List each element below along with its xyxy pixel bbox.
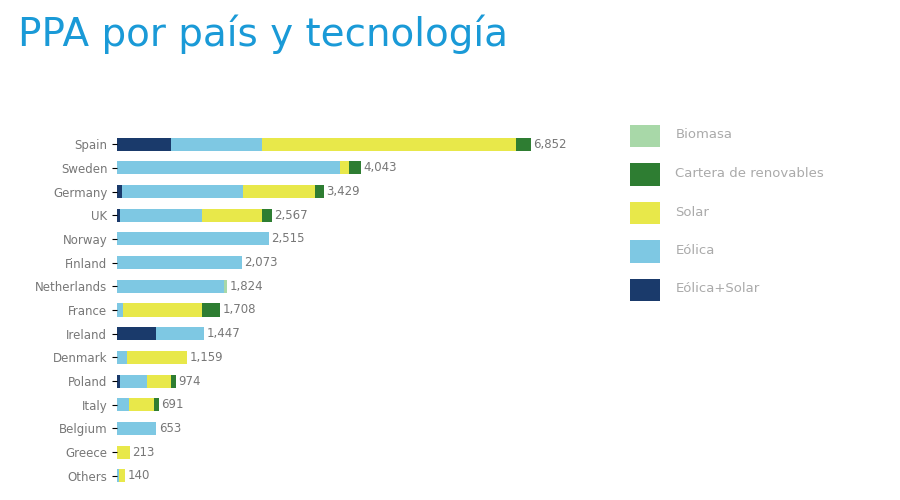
Bar xyxy=(117,232,269,245)
Bar xyxy=(202,209,262,222)
Bar xyxy=(117,209,120,222)
Bar xyxy=(148,374,171,388)
Bar xyxy=(315,185,324,198)
Bar xyxy=(127,351,187,364)
Text: 1,159: 1,159 xyxy=(189,351,223,364)
Bar xyxy=(120,374,148,388)
Bar xyxy=(516,138,531,150)
FancyBboxPatch shape xyxy=(630,163,661,186)
Bar xyxy=(171,374,176,388)
Bar xyxy=(117,374,120,388)
Bar xyxy=(120,470,125,482)
Bar xyxy=(117,351,127,364)
Text: 2,515: 2,515 xyxy=(271,232,305,245)
Bar xyxy=(262,138,516,150)
Text: 2,567: 2,567 xyxy=(274,209,308,222)
Bar xyxy=(117,185,122,198)
Text: 691: 691 xyxy=(161,398,184,411)
Text: Eólica+Solar: Eólica+Solar xyxy=(675,282,760,296)
Text: PPA por país y tecnología: PPA por país y tecnología xyxy=(18,15,508,54)
Bar xyxy=(117,256,242,269)
Bar xyxy=(340,162,349,174)
Bar xyxy=(117,280,224,293)
FancyBboxPatch shape xyxy=(630,124,661,147)
Text: 974: 974 xyxy=(178,374,201,388)
Bar xyxy=(262,209,272,222)
Bar xyxy=(243,185,315,198)
Bar xyxy=(117,162,340,174)
Bar xyxy=(123,304,202,316)
Bar xyxy=(120,209,202,222)
Bar xyxy=(157,327,204,340)
FancyBboxPatch shape xyxy=(630,202,661,224)
Text: 653: 653 xyxy=(158,422,181,435)
Text: 1,447: 1,447 xyxy=(207,327,240,340)
Text: Biomasa: Biomasa xyxy=(675,128,733,141)
Text: 213: 213 xyxy=(132,446,155,458)
FancyBboxPatch shape xyxy=(630,240,661,263)
Bar xyxy=(171,138,262,150)
Bar xyxy=(117,138,171,150)
Text: Solar: Solar xyxy=(675,206,709,218)
Bar xyxy=(129,398,155,411)
Bar xyxy=(117,327,157,340)
Text: 3,429: 3,429 xyxy=(327,185,360,198)
Text: 4,043: 4,043 xyxy=(364,162,397,174)
Bar xyxy=(117,446,130,458)
FancyBboxPatch shape xyxy=(630,278,661,301)
Text: Eólica: Eólica xyxy=(675,244,715,257)
Text: 1,708: 1,708 xyxy=(222,304,256,316)
Bar xyxy=(117,470,120,482)
Bar xyxy=(349,162,361,174)
Text: 6,852: 6,852 xyxy=(533,138,566,150)
Bar xyxy=(117,422,157,435)
Text: Cartera de renovables: Cartera de renovables xyxy=(675,167,824,180)
Bar xyxy=(224,280,227,293)
Bar xyxy=(117,304,123,316)
Bar xyxy=(122,185,243,198)
Bar xyxy=(155,398,158,411)
Bar xyxy=(117,398,129,411)
Bar xyxy=(202,304,220,316)
Text: 2,073: 2,073 xyxy=(245,256,278,269)
Text: 1,824: 1,824 xyxy=(230,280,263,293)
Text: 140: 140 xyxy=(128,470,150,482)
